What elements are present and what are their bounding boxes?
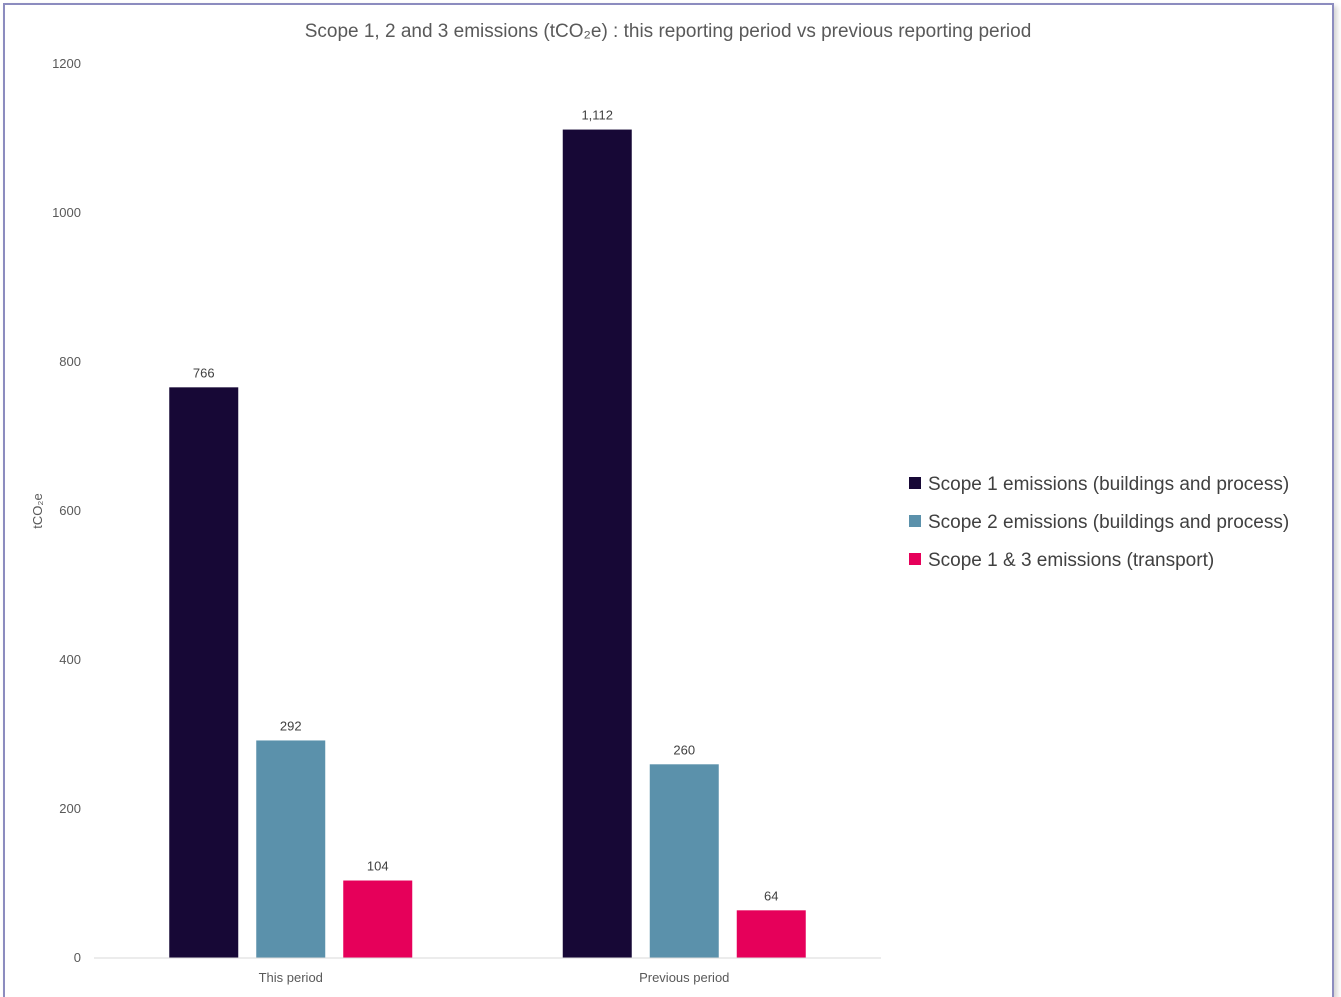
data-label: 260 <box>673 742 695 757</box>
data-label: 104 <box>367 859 389 874</box>
bar[interactable] <box>736 910 806 958</box>
y-axis-ticks: 0 200 400 600 800 1000 1200 <box>52 56 81 965</box>
y-tick-label: 800 <box>59 354 81 369</box>
y-tick-label: 1200 <box>52 56 81 71</box>
data-label: 766 <box>193 365 215 380</box>
legend[interactable]: Scope 1 emissions (buildings and process… <box>909 474 1289 571</box>
data-label: 292 <box>280 718 302 733</box>
data-label: 1,112 <box>581 108 613 123</box>
y-tick-label: 400 <box>59 652 81 667</box>
legend-swatch <box>909 553 921 565</box>
data-label: 64 <box>764 888 778 903</box>
y-axis-label: tCO₂e <box>30 493 45 528</box>
legend-swatch <box>909 515 921 527</box>
x-category-label: Previous period <box>639 970 729 985</box>
bars <box>169 129 806 959</box>
y-tick-label: 1000 <box>52 205 81 220</box>
legend-item[interactable]: Scope 2 emissions (buildings and process… <box>909 512 1289 533</box>
bar[interactable] <box>256 740 326 958</box>
bar[interactable] <box>649 764 719 958</box>
data-labels: 766 292 104 1,112 260 64 <box>193 108 779 904</box>
y-tick-label: 200 <box>59 801 81 816</box>
bar[interactable] <box>169 387 239 959</box>
x-category-label: This period <box>259 970 323 985</box>
legend-label: Scope 2 emissions (buildings and process… <box>928 512 1289 533</box>
legend-label: Scope 1 & 3 emissions (transport) <box>928 550 1214 571</box>
x-axis-categories: This period Previous period <box>259 970 730 985</box>
chart-title: Scope 1, 2 and 3 emissions (tCO₂e) : thi… <box>305 21 1032 42</box>
y-tick-label: 600 <box>59 503 81 518</box>
legend-swatch <box>909 477 921 489</box>
legend-item[interactable]: Scope 1 emissions (buildings and process… <box>909 474 1289 495</box>
legend-item[interactable]: Scope 1 & 3 emissions (transport) <box>909 550 1214 571</box>
y-tick-label: 0 <box>74 950 81 965</box>
bar[interactable] <box>343 880 413 958</box>
legend-label: Scope 1 emissions (buildings and process… <box>928 474 1289 495</box>
bar[interactable] <box>562 129 632 958</box>
